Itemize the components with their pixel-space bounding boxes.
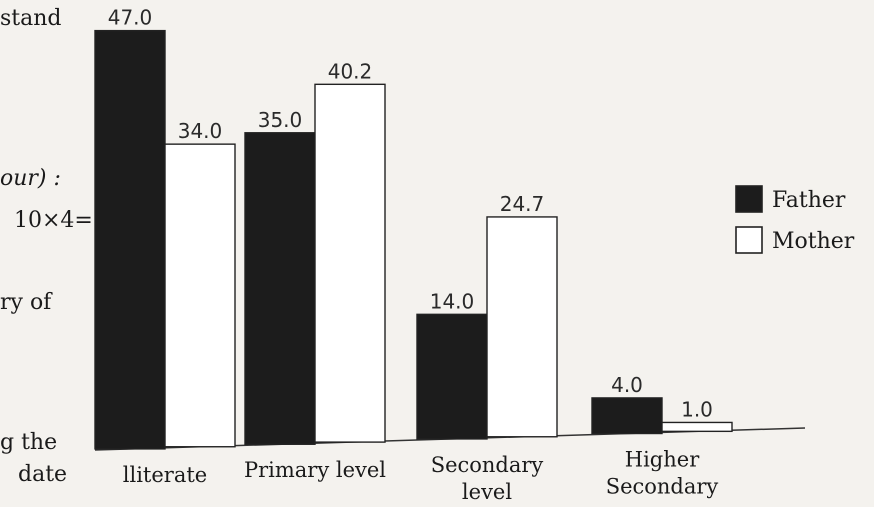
bar-value-label-mother-4: 1.0 [681, 397, 713, 421]
category-label-4-line-1: Higher [625, 447, 700, 471]
bar-value-label-father-2: 35.0 [258, 108, 303, 132]
bar-value-label-mother-3: 24.7 [500, 192, 545, 216]
text-fragment-g-the: g the [0, 430, 58, 455]
legend-swatch-father [735, 185, 763, 213]
category-label-4-line-2: Secondary [606, 474, 719, 498]
category-label-3-line-2: level [462, 480, 512, 504]
bar-father-1 [94, 29, 166, 450]
bar-value-label-mother-2: 40.2 [328, 59, 373, 83]
bar-mother-2 [314, 83, 386, 443]
bar-value-label-mother-1: 34.0 [178, 119, 223, 143]
bar-father-3 [416, 313, 488, 440]
bar-value-label-father-4: 4.0 [611, 373, 643, 397]
bar-value-label-father-1: 47.0 [108, 6, 153, 30]
bar-mother-3 [486, 216, 558, 438]
legend-swatch-mother [735, 226, 763, 254]
text-fragment-date: date [18, 462, 68, 487]
category-label-3-line-1: Secondary [431, 453, 544, 477]
text-fragment-our: our) : [0, 166, 61, 191]
bar-father-2 [244, 132, 316, 445]
legend-label-father: Father [772, 188, 846, 213]
text-fragment-marks: 10×4= [14, 208, 93, 233]
bar-value-label-father-3: 14.0 [430, 289, 475, 313]
bar-mother-1 [164, 143, 236, 448]
text-fragment-stand: stand [0, 6, 62, 31]
text-fragment-ry-of: ry of [0, 290, 52, 315]
bar-father-4 [591, 397, 663, 435]
category-label-1: lliterate [123, 463, 207, 487]
category-label-2: Primary level [244, 458, 386, 482]
legend-label-mother: Mother [772, 229, 855, 254]
bar-mother-4 [661, 421, 733, 433]
